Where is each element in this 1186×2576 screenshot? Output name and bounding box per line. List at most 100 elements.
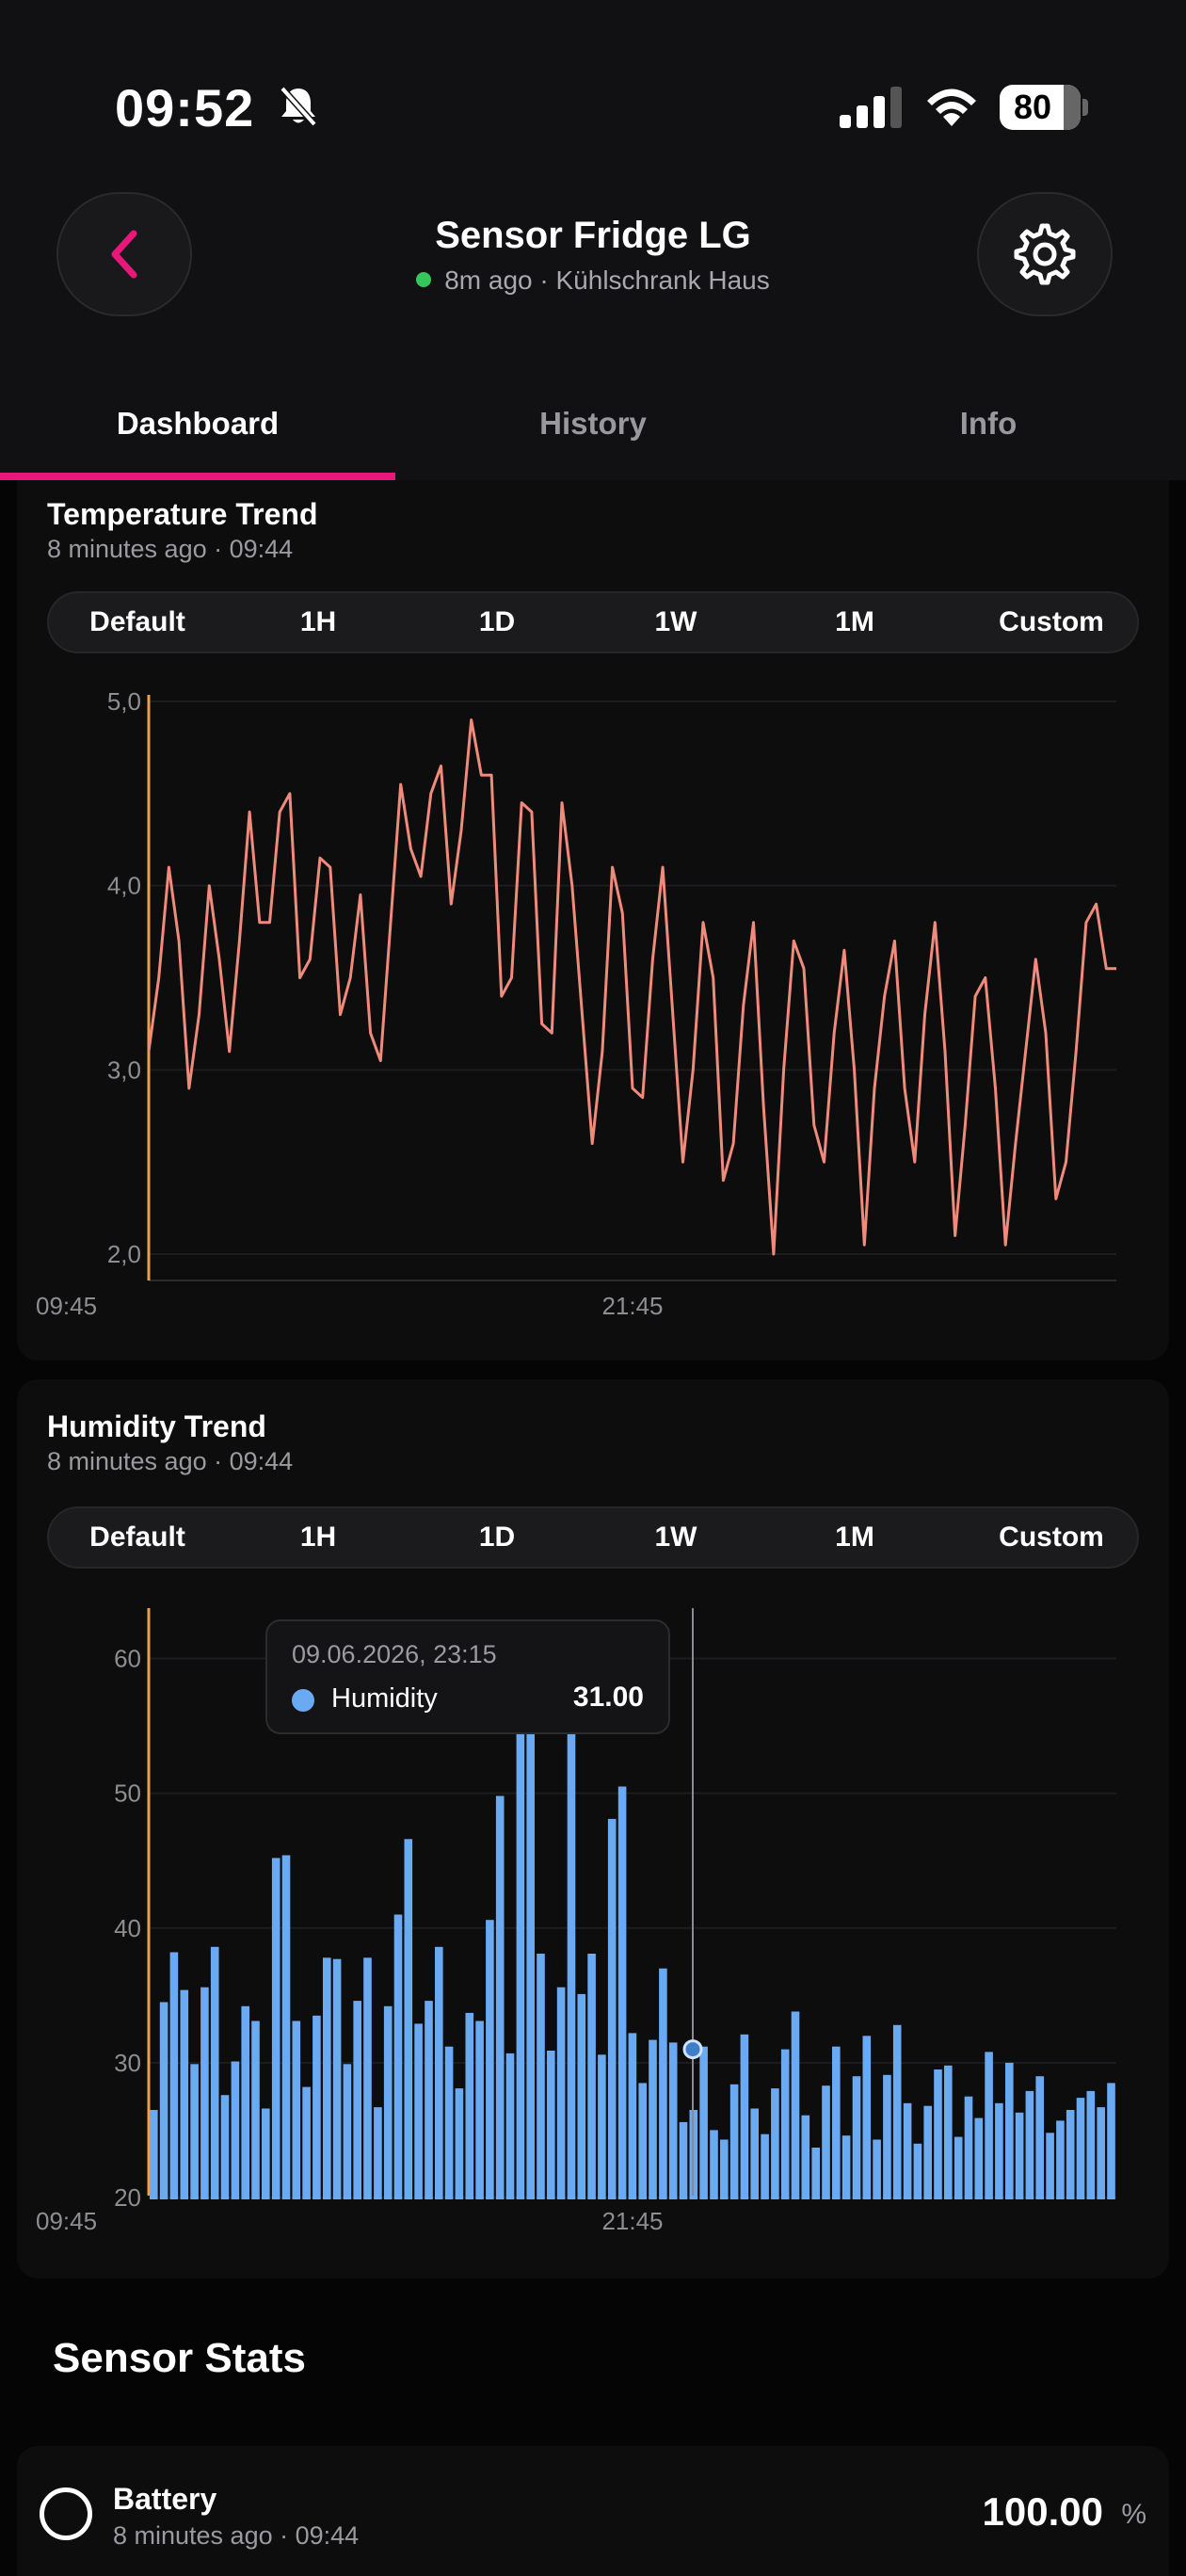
humidity-bar [771, 2088, 779, 2199]
temperature-y-tick: 2,0 [107, 1240, 141, 1268]
humidity-bar [852, 2076, 861, 2199]
humidity-bar [292, 2021, 301, 2199]
humidity-bar [1086, 2090, 1096, 2199]
range-1m[interactable]: 1M [835, 606, 874, 637]
temperature-subtitle: 8 minutes ago · 09:44 [47, 535, 294, 563]
humidity-bar [1107, 2083, 1115, 2199]
humidity-bar [607, 1818, 617, 2199]
humidity-bar [435, 1946, 443, 2199]
bell-muted-icon [280, 86, 317, 127]
range-1w[interactable]: 1W [654, 606, 697, 637]
battery-stat-label: Battery [113, 2482, 217, 2516]
humidity-bar [964, 2096, 973, 2199]
humidity-bar [649, 2039, 657, 2199]
back-button[interactable] [56, 192, 192, 316]
range-1w[interactable]: 1W [654, 1521, 697, 1553]
humidity-bar [729, 2084, 739, 2199]
humidity-range-selector: Default 1H 1D 1W 1M Custom [47, 1506, 1139, 1569]
humidity-bar [343, 2064, 352, 2199]
humidity-bar [740, 2034, 749, 2199]
status-time: 09:52 [115, 78, 255, 137]
humidity-bar [801, 2115, 810, 2199]
range-custom[interactable]: Custom [999, 1521, 1104, 1553]
battery-indicator: 80 [1000, 85, 1088, 130]
humidity-bar [1025, 2090, 1034, 2199]
humidity-bar [455, 2088, 464, 2199]
range-1d[interactable]: 1D [478, 606, 516, 637]
humidity-bar [281, 1855, 291, 2199]
humidity-bar [822, 2085, 830, 2199]
humidity-bar [190, 2064, 199, 2199]
settings-button[interactable] [977, 192, 1113, 316]
humidity-bar [892, 2024, 902, 2199]
humidity-bar [425, 2001, 433, 2199]
sensor-subtitle-text: 8m ago · Kühlschrank Haus [444, 266, 770, 295]
humidity-y-tick: 30 [114, 2049, 141, 2077]
temperature-y-tick: 3,0 [107, 1055, 141, 1084]
battery-level: 80 [1013, 88, 1052, 126]
humidity-bar [556, 1987, 566, 2199]
humidity-bar [903, 2102, 912, 2199]
range-default[interactable]: Default [89, 1521, 185, 1553]
humidity-bar [404, 1839, 413, 2199]
tooltip-series-name: Humidity [331, 1683, 438, 1714]
battery-stat-card[interactable]: Battery 8 minutes ago · 09:44 100.00 % [17, 2446, 1169, 2576]
humidity-bar [832, 2046, 841, 2199]
status-bar: 09:52 80 [0, 0, 1186, 188]
humidity-bar [750, 2108, 759, 2199]
humidity-bar [679, 2121, 688, 2199]
humidity-bar [913, 2143, 922, 2199]
range-1d[interactable]: 1D [478, 1521, 516, 1553]
sensor-header: Sensor Fridge LG 8m ago · Kühlschrank Ha… [0, 188, 1186, 480]
humidity-bar [617, 1786, 627, 2199]
humidity-bar [231, 2061, 240, 2199]
range-1m[interactable]: 1M [835, 1521, 874, 1553]
humidity-bar [200, 1987, 209, 2199]
tab-history[interactable]: History [539, 406, 647, 441]
range-1h[interactable]: 1H [299, 606, 337, 637]
humidity-bar [974, 2117, 984, 2199]
humidity-bar [567, 1726, 576, 2199]
humidity-bar [210, 1946, 219, 2199]
tooltip-series-dot [292, 1689, 314, 1712]
temperature-y-tick: 4,0 [107, 872, 141, 900]
tooltip-date: 09.06.2026, 23:15 [292, 1640, 497, 1668]
cellular-signal-icon [840, 87, 902, 128]
humidity-bar [169, 1952, 179, 2199]
humidity-bar [220, 2095, 230, 2199]
humidity-bar [954, 2136, 963, 2199]
humidity-bar [628, 2033, 637, 2199]
range-custom[interactable]: Custom [999, 606, 1104, 637]
humidity-x-tick: 09:45 [36, 2207, 97, 2235]
humidity-bar [577, 1993, 586, 2199]
temperature-title: Temperature Trend [47, 497, 318, 531]
battery-stat-subtitle: 8 minutes ago · 09:44 [113, 2521, 360, 2550]
humidity-y-tick: 20 [114, 2183, 141, 2212]
humidity-y-tick: 40 [114, 1914, 141, 1942]
humidity-bar [720, 2139, 729, 2199]
chevron-left-icon [111, 230, 137, 279]
humidity-bar [761, 2133, 769, 2199]
page-title: Sensor Fridge LG [435, 215, 751, 256]
humidity-bar [934, 2069, 942, 2199]
humidity-bar [526, 1719, 535, 2199]
humidity-bar [841, 2135, 851, 2199]
humidity-bar [537, 1954, 545, 2199]
humidity-bar [791, 2011, 800, 2199]
temperature-series-line [147, 718, 1116, 1256]
tab-dashboard[interactable]: Dashboard [116, 406, 280, 441]
humidity-bar [1076, 2098, 1085, 2199]
temperature-line-chart: 5,0 4,0 3,0 2,0 09:45 21:45 [36, 687, 1116, 1320]
humidity-bar [780, 2049, 790, 2199]
humidity-bar [393, 1914, 403, 2199]
humidity-bar [516, 1726, 525, 2199]
range-1h[interactable]: 1H [299, 1521, 337, 1553]
humidity-bar [944, 2065, 953, 2199]
battery-ring-icon [40, 2487, 92, 2540]
humidity-bar [1035, 2076, 1044, 2199]
humidity-bar [150, 2110, 158, 2199]
range-default[interactable]: Default [89, 606, 185, 637]
humidity-bar [353, 2001, 361, 2199]
humidity-y-tick: 60 [114, 1645, 141, 1673]
tab-info[interactable]: Info [959, 406, 1018, 441]
